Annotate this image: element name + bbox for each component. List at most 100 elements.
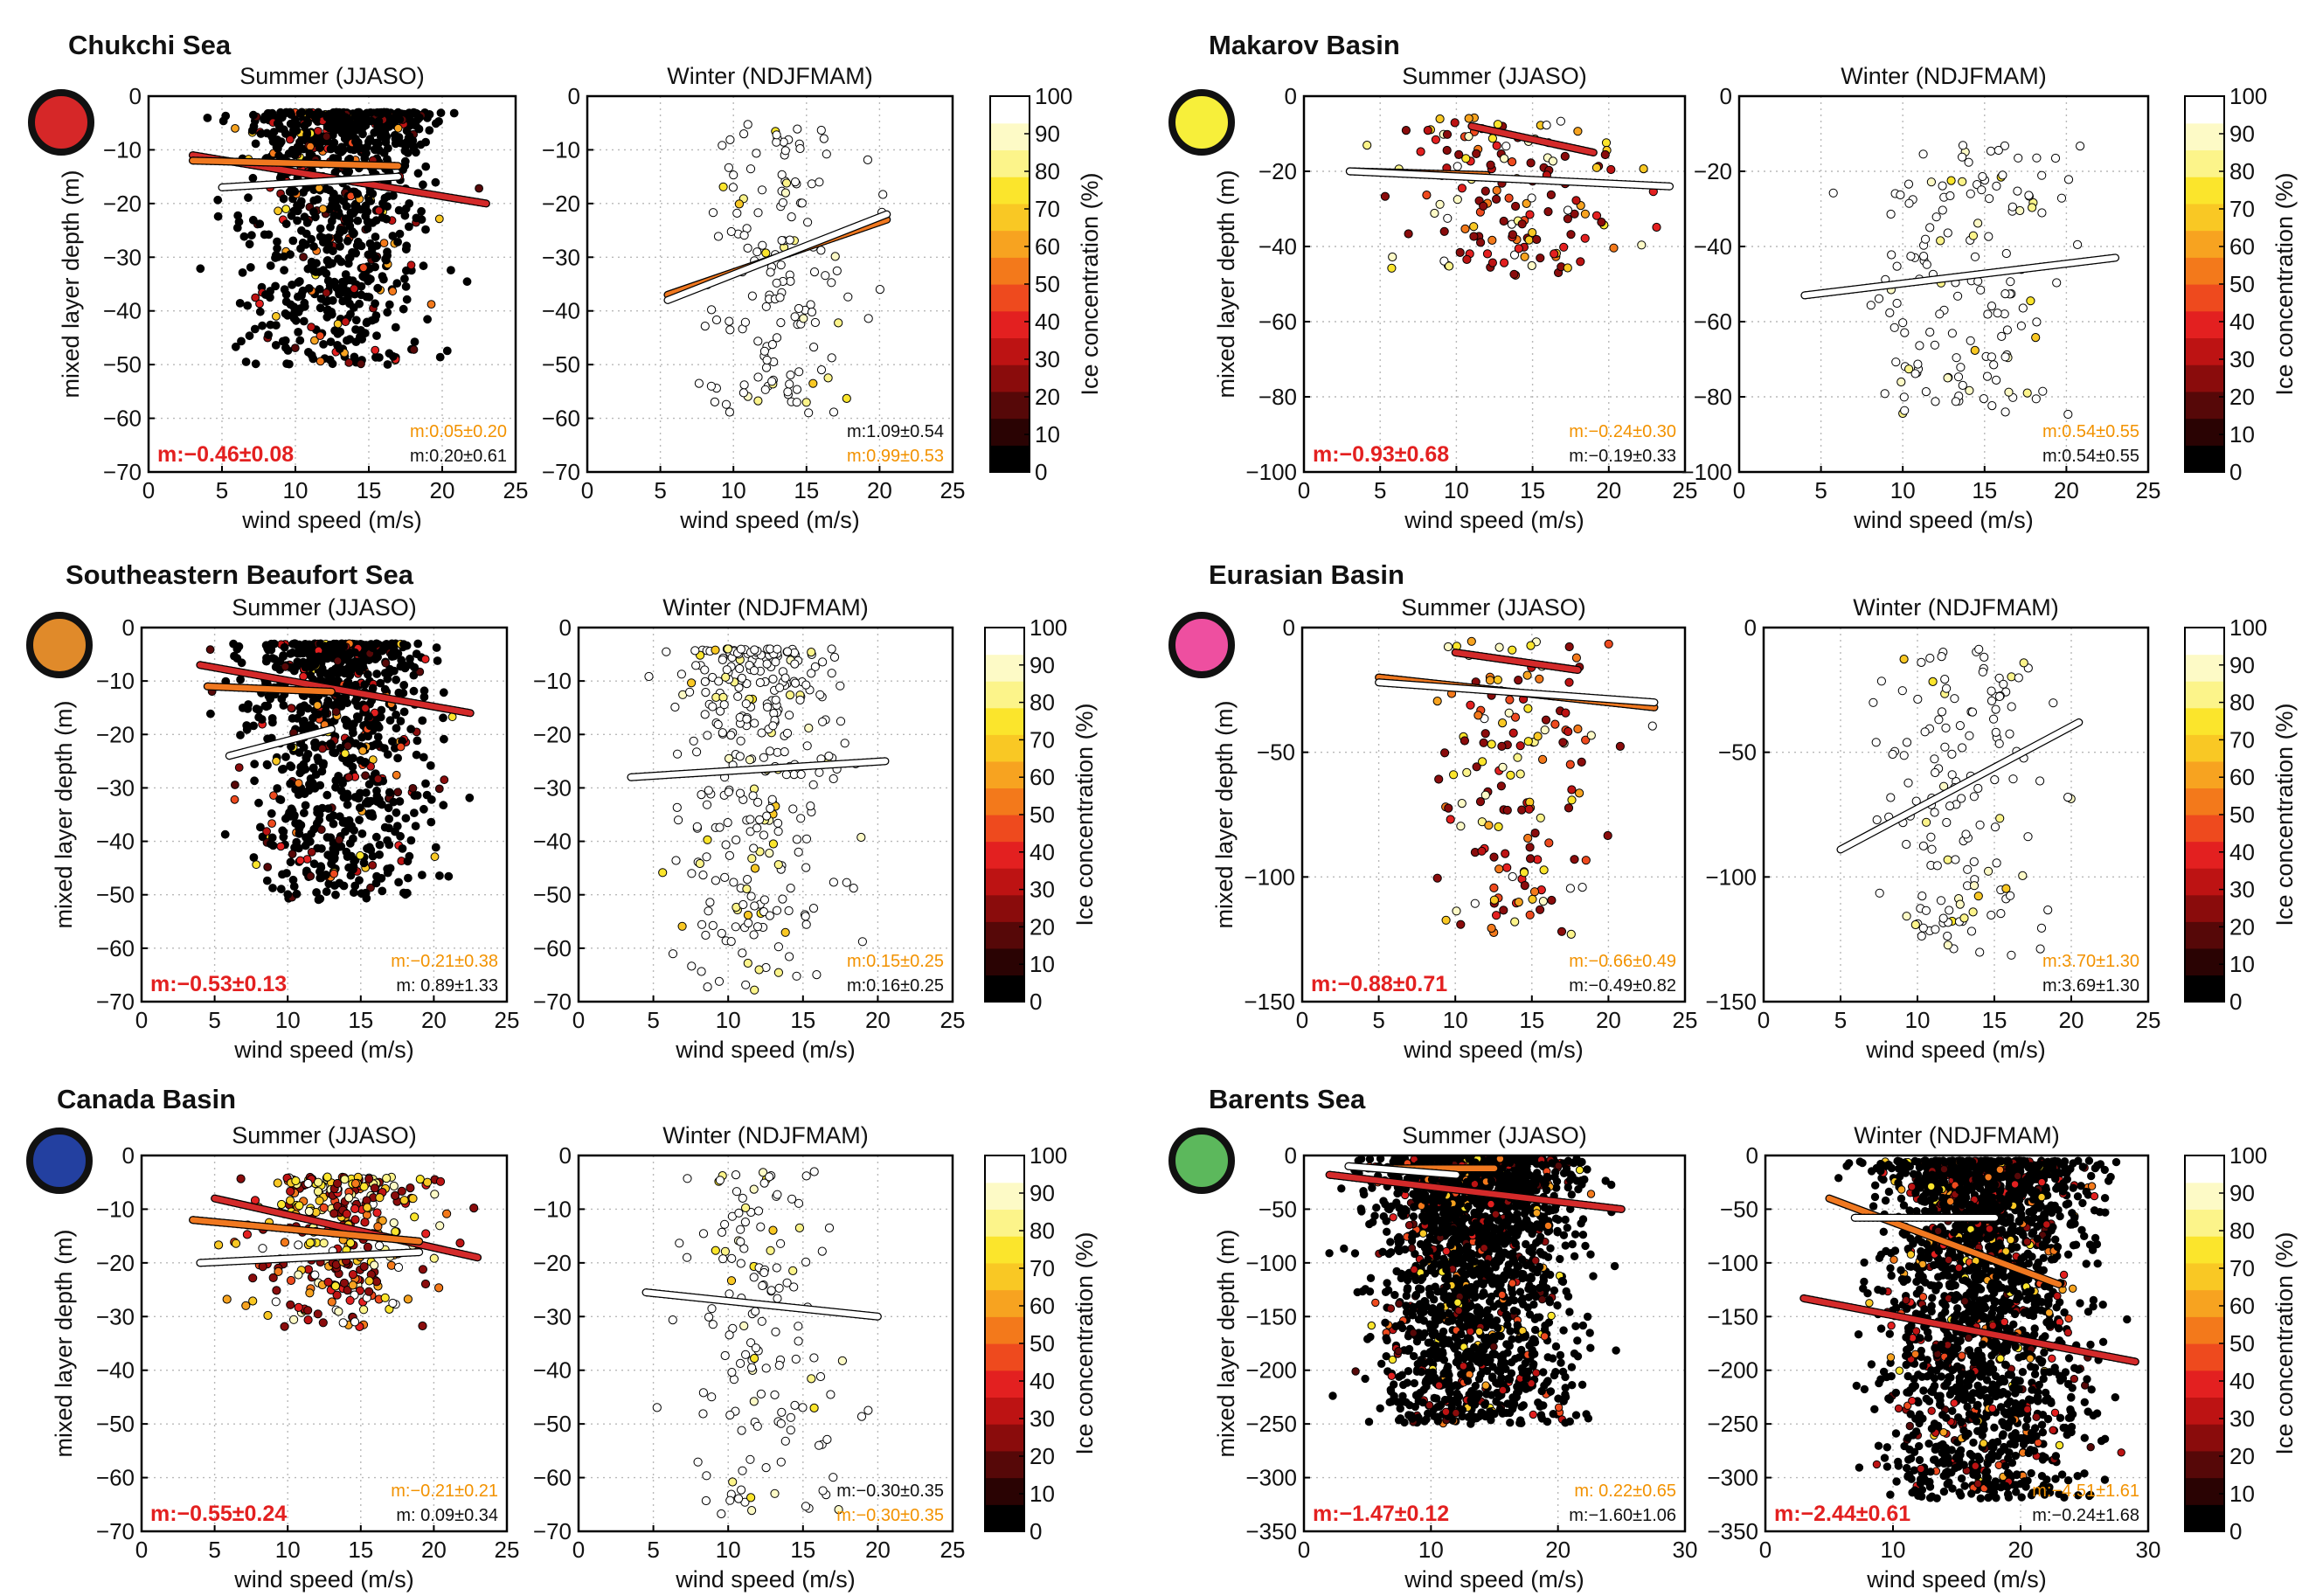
data-point bbox=[301, 801, 310, 810]
data-point bbox=[287, 704, 296, 712]
data-point bbox=[1604, 639, 1613, 649]
data-point bbox=[1497, 741, 1507, 752]
data-point bbox=[819, 134, 829, 143]
data-point bbox=[772, 137, 781, 147]
data-point bbox=[1434, 774, 1444, 784]
data-point bbox=[236, 1174, 246, 1183]
x-tick-label: 0 bbox=[1733, 477, 1745, 503]
data-point bbox=[1931, 212, 1941, 222]
x-tick-label: 20 bbox=[1596, 477, 1621, 503]
data-point bbox=[2032, 317, 2042, 327]
data-point bbox=[2007, 202, 2017, 212]
data-point bbox=[357, 829, 367, 838]
data-point bbox=[2000, 407, 2010, 417]
data-point bbox=[761, 248, 771, 258]
x-tick-label: 25 bbox=[495, 1537, 520, 1563]
data-point bbox=[325, 640, 335, 649]
data-point bbox=[234, 217, 244, 226]
data-point bbox=[694, 378, 704, 388]
x-tick-label: 25 bbox=[1673, 477, 1698, 503]
data-point bbox=[325, 281, 335, 290]
data-point bbox=[790, 659, 800, 669]
data-point bbox=[671, 856, 681, 865]
data-point bbox=[818, 1486, 828, 1495]
data-point bbox=[698, 871, 708, 880]
data-point bbox=[776, 260, 786, 270]
data-point bbox=[2038, 386, 2048, 396]
data-point bbox=[767, 377, 777, 386]
data-point bbox=[248, 173, 258, 183]
slope-label-black: m:−0.19±0.33 bbox=[1569, 447, 1676, 466]
data-point bbox=[2014, 673, 2023, 683]
data-point bbox=[1550, 1286, 1559, 1295]
data-point bbox=[439, 801, 448, 810]
data-point bbox=[402, 295, 412, 304]
data-point bbox=[351, 337, 361, 347]
data-point bbox=[1943, 940, 1952, 950]
data-point bbox=[1872, 815, 1882, 825]
data-point bbox=[329, 844, 338, 854]
data-point bbox=[1992, 858, 2001, 868]
data-point bbox=[363, 108, 371, 118]
data-point bbox=[313, 753, 322, 762]
data-point bbox=[753, 337, 763, 346]
data-point bbox=[402, 126, 412, 135]
data-point bbox=[1897, 686, 1907, 696]
data-point bbox=[296, 703, 306, 711]
data-point bbox=[295, 336, 305, 345]
y-tick-label: 0 bbox=[122, 1142, 135, 1169]
data-point bbox=[231, 124, 239, 133]
data-point bbox=[1543, 207, 1553, 217]
data-point bbox=[1526, 641, 1536, 650]
data-point bbox=[288, 648, 297, 657]
x-tick-label: 15 bbox=[790, 1007, 815, 1033]
data-point bbox=[1902, 912, 1911, 921]
data-point bbox=[449, 108, 459, 118]
data-point bbox=[1550, 719, 1560, 729]
data-point bbox=[829, 774, 838, 784]
y-tick-label: −40 bbox=[103, 298, 142, 324]
data-point bbox=[334, 1307, 343, 1316]
data-point bbox=[300, 808, 309, 818]
data-point bbox=[387, 649, 397, 659]
data-point bbox=[780, 927, 790, 937]
data-point bbox=[1567, 795, 1577, 805]
data-point bbox=[766, 1246, 775, 1255]
y-tick-label: −70 bbox=[533, 989, 572, 1015]
data-point bbox=[431, 177, 440, 187]
data-point bbox=[776, 318, 786, 328]
data-point bbox=[1487, 258, 1498, 267]
data-point bbox=[275, 795, 285, 804]
data-point bbox=[790, 678, 801, 688]
data-point bbox=[394, 878, 404, 887]
x-tick-label: 15 bbox=[1972, 477, 1997, 503]
data-point bbox=[801, 1257, 811, 1267]
data-point bbox=[435, 1176, 446, 1186]
data-point bbox=[729, 878, 738, 887]
data-point bbox=[1922, 817, 1931, 827]
data-point bbox=[836, 681, 845, 690]
data-point bbox=[734, 1208, 744, 1218]
y-tick-label: −40 bbox=[1258, 233, 1297, 260]
data-point bbox=[371, 232, 380, 241]
data-point bbox=[373, 1222, 383, 1232]
data-point bbox=[353, 189, 362, 198]
data-point bbox=[1522, 670, 1532, 680]
data-point bbox=[2022, 388, 2032, 398]
data-point bbox=[721, 840, 731, 850]
y-tick-label: −60 bbox=[103, 406, 142, 432]
data-point bbox=[1470, 899, 1480, 908]
data-point bbox=[391, 323, 400, 332]
data-point bbox=[359, 1262, 369, 1272]
data-point bbox=[322, 122, 332, 131]
x-axis-label: wind speed (m/s) bbox=[1403, 1037, 1584, 1063]
data-point bbox=[335, 228, 344, 238]
data-point bbox=[1940, 675, 1950, 684]
data-point bbox=[345, 839, 355, 848]
data-point bbox=[808, 378, 818, 388]
data-point bbox=[821, 271, 830, 281]
data-point bbox=[2050, 153, 2061, 163]
data-point bbox=[251, 139, 260, 149]
data-point bbox=[1966, 336, 1975, 345]
